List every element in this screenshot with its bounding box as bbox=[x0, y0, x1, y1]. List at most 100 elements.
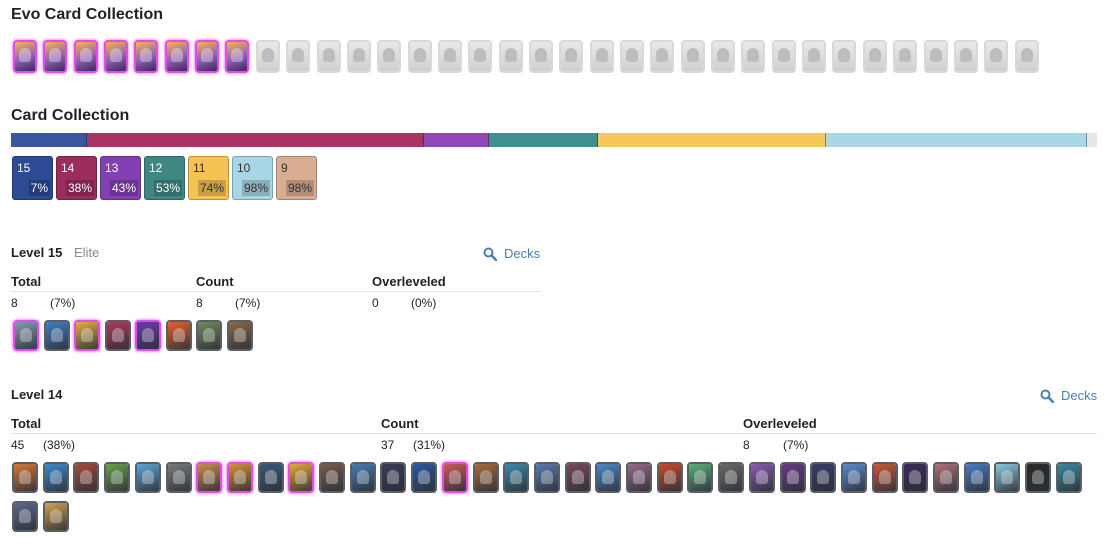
card-27[interactable] bbox=[810, 462, 837, 493]
card-29[interactable] bbox=[871, 462, 898, 493]
evo-card-locked[interactable] bbox=[286, 40, 311, 73]
card-35[interactable] bbox=[1055, 462, 1082, 493]
card-15[interactable] bbox=[441, 462, 468, 493]
evo-card-locked[interactable] bbox=[862, 40, 887, 73]
fireball-card[interactable] bbox=[165, 320, 192, 351]
level-box-15[interactable]: 15 7% bbox=[12, 156, 53, 200]
card-5[interactable] bbox=[134, 462, 161, 493]
card-8[interactable] bbox=[226, 462, 253, 493]
card-20[interactable] bbox=[595, 462, 622, 493]
evo-card-locked[interactable] bbox=[316, 40, 341, 73]
evo-card-locked[interactable] bbox=[711, 40, 736, 73]
card-7[interactable] bbox=[196, 462, 223, 493]
evo-card-locked[interactable] bbox=[346, 40, 371, 73]
evo-card-owned[interactable] bbox=[73, 40, 98, 73]
evo-card-locked[interactable] bbox=[620, 40, 644, 73]
evo-card-owned[interactable] bbox=[195, 40, 220, 73]
card-10[interactable] bbox=[288, 462, 315, 493]
evo-card-locked[interactable] bbox=[650, 40, 675, 73]
level-box-10[interactable]: 10 98% bbox=[232, 156, 273, 200]
archer-queen-card[interactable] bbox=[104, 320, 131, 351]
card-background bbox=[689, 464, 712, 491]
level15-decks-link[interactable]: Decks bbox=[483, 246, 540, 261]
card-4[interactable] bbox=[104, 462, 131, 493]
card-36[interactable] bbox=[12, 501, 38, 532]
evo-card-locked[interactable] bbox=[802, 40, 827, 73]
evo-card-owned[interactable] bbox=[164, 40, 189, 73]
card-1[interactable] bbox=[12, 462, 38, 493]
card-33[interactable] bbox=[994, 462, 1021, 493]
electro-card[interactable] bbox=[135, 320, 161, 351]
evo-card-locked[interactable] bbox=[771, 40, 796, 73]
card-19[interactable] bbox=[564, 462, 591, 493]
evo-card-locked[interactable] bbox=[407, 40, 432, 73]
card-background bbox=[44, 464, 67, 491]
card-art-icon bbox=[49, 509, 62, 523]
level-box-14[interactable]: 14 38% bbox=[56, 156, 97, 200]
evo-card-locked[interactable] bbox=[832, 40, 857, 73]
card-12[interactable] bbox=[349, 462, 376, 493]
evo-card-locked[interactable] bbox=[437, 40, 462, 73]
level-box-9[interactable]: 9 98% bbox=[276, 156, 317, 200]
card-23[interactable] bbox=[687, 462, 714, 493]
card-16[interactable] bbox=[472, 462, 499, 493]
evo-card-owned[interactable] bbox=[43, 40, 68, 73]
bar-segment-level-10 bbox=[826, 133, 1087, 147]
evo-card-locked[interactable] bbox=[893, 40, 918, 73]
skeleton-army-card[interactable] bbox=[13, 320, 39, 351]
evo-card-locked[interactable] bbox=[1014, 40, 1039, 73]
card-14[interactable] bbox=[411, 462, 438, 493]
card-22[interactable] bbox=[656, 462, 683, 493]
ice-spirit-card[interactable] bbox=[43, 320, 70, 351]
card-9[interactable] bbox=[257, 462, 284, 493]
card-3[interactable] bbox=[73, 462, 100, 493]
card-24[interactable] bbox=[718, 462, 745, 493]
evo-card-owned[interactable] bbox=[13, 40, 37, 73]
evo-card-locked[interactable] bbox=[528, 40, 553, 73]
card-31[interactable] bbox=[933, 462, 959, 493]
evo-card-locked[interactable] bbox=[589, 40, 614, 73]
bar-segment-level-15 bbox=[11, 133, 87, 147]
card-17[interactable] bbox=[503, 462, 530, 493]
card-21[interactable] bbox=[626, 462, 652, 493]
card-art-icon bbox=[81, 328, 93, 342]
evo-card-locked[interactable] bbox=[559, 40, 584, 73]
card-30[interactable] bbox=[902, 462, 929, 493]
card-background bbox=[137, 322, 159, 349]
card-34[interactable] bbox=[1025, 462, 1052, 493]
card-background bbox=[106, 322, 129, 349]
log-card[interactable] bbox=[226, 320, 253, 351]
level-box-13[interactable]: 13 43% bbox=[100, 156, 141, 200]
evo-card-owned[interactable] bbox=[134, 40, 159, 73]
card-13[interactable] bbox=[380, 462, 407, 493]
evo-card-owned[interactable] bbox=[104, 40, 129, 73]
card-28[interactable] bbox=[840, 462, 867, 493]
evo-card-locked[interactable] bbox=[498, 40, 523, 73]
card-25[interactable] bbox=[748, 462, 775, 493]
card-6[interactable] bbox=[165, 462, 192, 493]
evo-card-locked[interactable] bbox=[953, 40, 978, 73]
card-11[interactable] bbox=[319, 462, 345, 493]
evo-card-locked[interactable] bbox=[468, 40, 493, 73]
level-box-12[interactable]: 12 53% bbox=[144, 156, 185, 200]
card-37[interactable] bbox=[42, 501, 69, 532]
evo-card-locked[interactable] bbox=[984, 40, 1009, 73]
card-32[interactable] bbox=[963, 462, 990, 493]
evo-card-locked[interactable] bbox=[680, 40, 705, 73]
card-26[interactable] bbox=[779, 462, 806, 493]
level-box-11[interactable]: 11 74% bbox=[188, 156, 229, 200]
level14-decks-link[interactable]: Decks bbox=[1040, 388, 1097, 403]
evo-card-locked[interactable] bbox=[255, 40, 280, 73]
card-2[interactable] bbox=[42, 462, 69, 493]
card-art-icon bbox=[201, 48, 214, 62]
card-art-icon bbox=[111, 470, 124, 484]
card-18[interactable] bbox=[533, 462, 560, 493]
goblin-barrel-card[interactable] bbox=[196, 320, 222, 351]
evo-card-locked[interactable] bbox=[377, 40, 402, 73]
card-background bbox=[351, 464, 374, 491]
evo-card-owned[interactable] bbox=[225, 40, 250, 73]
evo-card-locked[interactable] bbox=[741, 40, 766, 73]
level-number: 10 bbox=[237, 161, 251, 175]
goblin-card[interactable] bbox=[74, 320, 100, 351]
evo-card-locked[interactable] bbox=[923, 40, 948, 73]
